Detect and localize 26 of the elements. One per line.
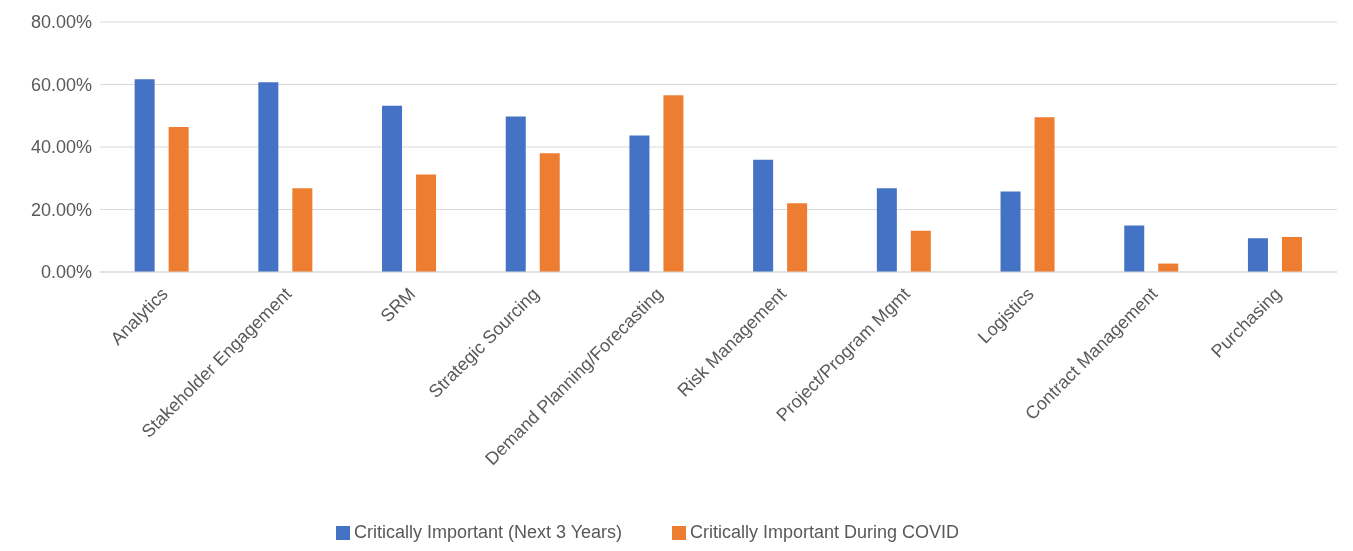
bar	[258, 82, 279, 272]
bar	[663, 95, 684, 272]
bar	[416, 174, 437, 272]
bar	[787, 203, 808, 272]
bar	[168, 127, 189, 272]
bar	[134, 79, 155, 272]
y-tick-label: 60.00%	[30, 74, 92, 95]
bar	[505, 116, 526, 272]
bar	[910, 230, 931, 272]
legend-label: Critically Important During COVID	[690, 522, 960, 542]
bar	[539, 153, 560, 272]
y-tick-label: 80.00%	[30, 12, 92, 33]
bar	[1000, 191, 1021, 272]
legend-label: Critically Important (Next 3 Years)	[353, 522, 622, 542]
bar	[876, 188, 897, 272]
bar	[629, 135, 650, 272]
y-tick-label: 40.00%	[30, 137, 92, 158]
bar	[1281, 237, 1302, 272]
y-tick-label: 0.00%	[40, 262, 92, 283]
bar	[753, 159, 774, 272]
bar	[292, 188, 313, 272]
bar	[382, 105, 403, 272]
y-tick-label: 20.00%	[30, 199, 92, 220]
bar	[1124, 225, 1145, 272]
bar	[1247, 238, 1268, 272]
bar	[1034, 117, 1055, 272]
